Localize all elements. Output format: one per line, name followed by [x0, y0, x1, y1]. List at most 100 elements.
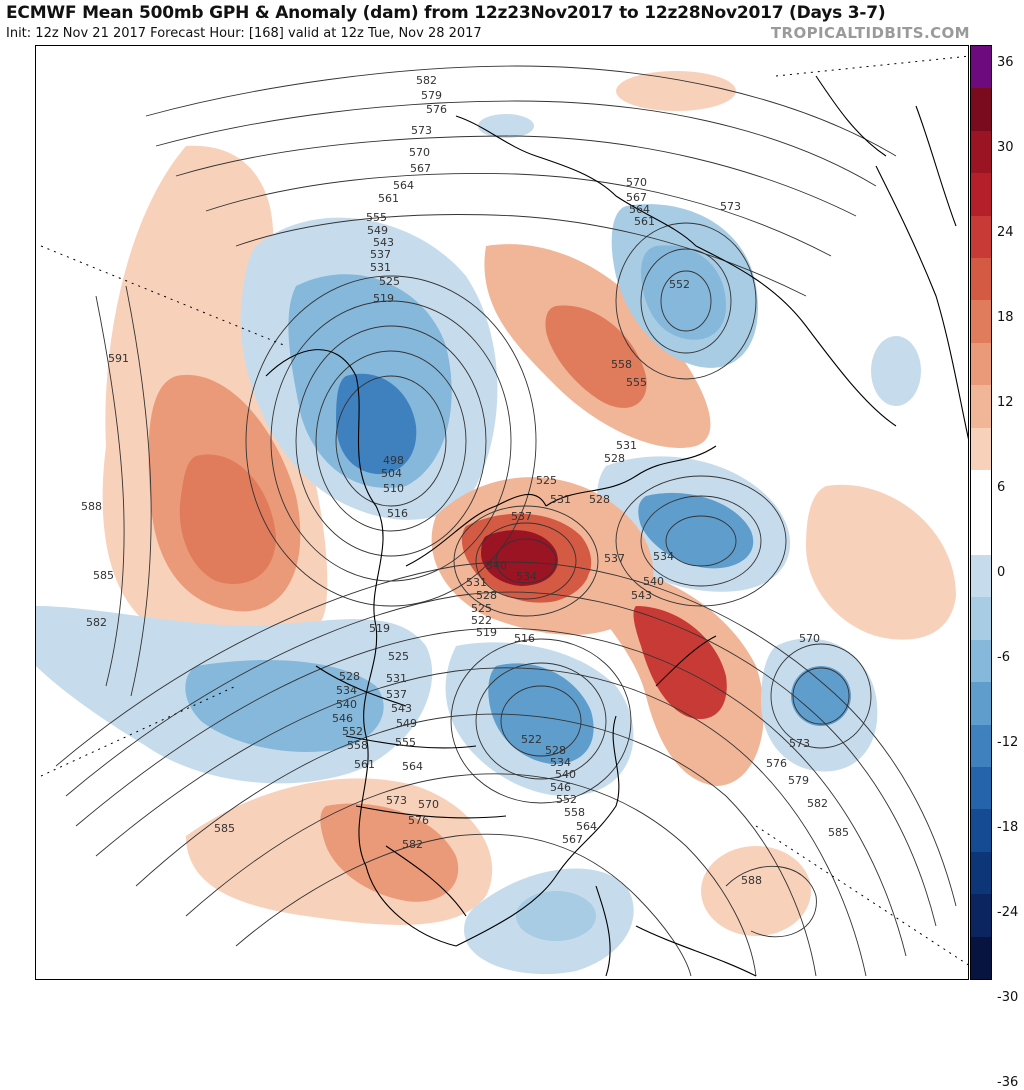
- anomaly-positive-western-us-core: [320, 803, 459, 902]
- anomaly-positive-east-atlantic: [806, 484, 956, 640]
- anomaly-negative-hudson-bay-core: [488, 663, 594, 765]
- contour-label: 540: [486, 559, 507, 572]
- contour-label: 510: [383, 482, 404, 495]
- contour-label: 573: [386, 794, 407, 807]
- contour-label: 528: [604, 452, 625, 465]
- contour-label: 498: [383, 454, 404, 467]
- contour-label: 546: [550, 781, 571, 794]
- contour-label: 549: [396, 717, 417, 730]
- colorbar-segment: [971, 936, 991, 979]
- contour-label: 570: [409, 146, 430, 159]
- colorbar-tick-label: -36: [997, 1074, 1019, 1090]
- contour-label: 516: [514, 632, 535, 645]
- contour-label: 588: [81, 500, 102, 513]
- colorbar-segment: [971, 427, 991, 471]
- colorbar-tick-label: -18: [997, 819, 1019, 835]
- map-title: ECMWF Mean 500mb GPH & Anomaly (dam) fro…: [6, 3, 886, 23]
- colorbar-tick-label: 6: [997, 479, 1006, 495]
- contour-label: 564: [393, 179, 414, 192]
- contour-label: 531: [616, 439, 637, 452]
- contour-label: 525: [471, 602, 492, 615]
- contour-label: 561: [634, 215, 655, 228]
- colorbar-segment: [971, 809, 991, 852]
- contour-label: 582: [416, 74, 437, 87]
- contour-label: 528: [589, 493, 610, 506]
- contour-label: 534: [653, 550, 674, 563]
- contour-label: 525: [388, 650, 409, 663]
- contour-label: 585: [828, 826, 849, 839]
- colorbar-tick-label: -30: [997, 989, 1019, 1005]
- colorbar-segment: [971, 46, 991, 89]
- anomaly-negative-central-pacific-core: [185, 660, 384, 752]
- contour-label: 573: [720, 200, 741, 213]
- contour-label: 525: [379, 275, 400, 288]
- contour-label: 588: [741, 874, 762, 887]
- contour-label: 561: [354, 758, 375, 771]
- contour-label: 531: [466, 576, 487, 589]
- contour-label: 543: [373, 236, 394, 249]
- contour-label: 540: [336, 698, 357, 711]
- contour-label: 576: [766, 757, 787, 770]
- contour-label: 531: [550, 493, 571, 506]
- contour-labels: 582 579 576 573 570 567 564 561 555 549 …: [81, 74, 849, 887]
- contour-label: 582: [402, 838, 423, 851]
- colorbar-tick-label: 18: [997, 309, 1014, 325]
- colorbar-segment: [971, 682, 991, 725]
- contour-label: 546: [332, 712, 353, 725]
- colorbar-segment: [971, 554, 991, 598]
- contour-label: 552: [669, 278, 690, 291]
- contour-label: 576: [408, 814, 429, 827]
- anomaly-negative-gulf-core: [516, 891, 596, 941]
- contour-label: 564: [629, 203, 650, 216]
- contour-label: 519: [369, 622, 390, 635]
- contour-label: 537: [511, 510, 532, 523]
- contour-label: 555: [395, 736, 416, 749]
- colorbar-segment: [971, 597, 991, 640]
- colorbar-segment: [971, 215, 991, 259]
- height-contours: [55, 65, 957, 977]
- contour-label: 540: [555, 768, 576, 781]
- contour-label: 543: [391, 702, 412, 715]
- contour-label: 555: [366, 211, 387, 224]
- colorbar-tick-label: 36: [997, 54, 1014, 70]
- anomaly-fills: [36, 71, 956, 975]
- anomaly-negative-eastern-atlantic-core: [791, 666, 851, 726]
- contour-label: 543: [631, 589, 652, 602]
- contour-label: 519: [373, 292, 394, 305]
- colorbar: [970, 45, 992, 980]
- contour-label: 570: [799, 632, 820, 645]
- colorbar-segment: [971, 300, 991, 343]
- contour-label: 555: [626, 376, 647, 389]
- contour-label: 567: [626, 191, 647, 204]
- anomaly-positive-arctic-top: [616, 71, 736, 111]
- contour-label: 528: [339, 670, 360, 683]
- graticule: [40, 55, 968, 966]
- contour-label: 570: [418, 798, 439, 811]
- colorbar-tick-label: 24: [997, 224, 1014, 240]
- contour-label: 564: [576, 820, 597, 833]
- colorbar-segment: [971, 88, 991, 131]
- contour-label: 576: [426, 103, 447, 116]
- contour-label: 504: [381, 467, 402, 480]
- boundaries: [265, 75, 968, 977]
- contour-label: 534: [516, 570, 537, 583]
- anomaly-negative-arctic: [478, 114, 534, 138]
- contour-label: 585: [93, 569, 114, 582]
- contour-label: 558: [611, 358, 632, 371]
- colorbar-tick-label: 12: [997, 394, 1014, 410]
- colorbar-segment: [971, 130, 991, 174]
- colorbar-tick-label: -24: [997, 904, 1019, 920]
- colorbar-segment: [971, 258, 991, 301]
- colorbar-segment: [971, 724, 991, 767]
- contour-label: 531: [370, 261, 391, 274]
- contour-label: 534: [550, 756, 571, 769]
- colorbar-segment: [971, 851, 991, 895]
- contour-label: 522: [521, 733, 542, 746]
- anomaly-positive-subtropical-atlantic: [701, 846, 811, 936]
- contour-label: 540: [643, 575, 664, 588]
- contour-label: 522: [471, 614, 492, 627]
- polar-map: 582 579 576 573 570 567 564 561 555 549 …: [35, 45, 969, 980]
- colorbar-segment: [971, 470, 991, 513]
- contour-label: 558: [347, 739, 368, 752]
- contour-label: 564: [402, 760, 423, 773]
